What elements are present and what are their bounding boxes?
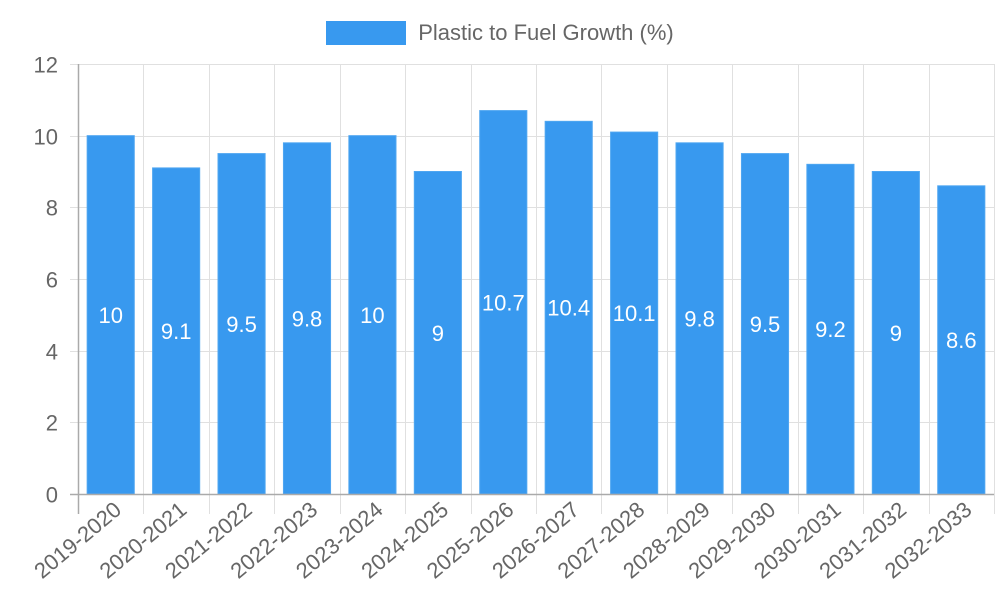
y-tick-label: 10 [34,125,58,150]
bar-value-label: 9.2 [815,317,846,342]
bar-value-label: 10 [360,303,384,328]
bar-series: 10 9.1 9.5 9.8 10 9 10.7 10.4 10.1 9.8 9.5 9.2 9 8.6 [86,110,986,495]
bar-value-label: 9.1 [161,319,192,344]
grid-lines [70,64,995,514]
bar-value-label: 10.1 [613,301,656,326]
bar-value-label: 9 [890,321,902,346]
y-tick-label: 6 [46,268,58,293]
bar-value-label: 9.5 [226,312,257,337]
bar[interactable] [348,135,397,495]
y-tick-label: 2 [46,411,58,436]
bar[interactable] [740,153,790,495]
bar-value-label: 10 [98,303,122,328]
bar[interactable] [413,171,462,495]
bar-value-label: 10.7 [482,290,525,315]
y-tick-label: 12 [34,53,58,78]
y-axis: 0 2 4 6 8 10 12 [34,53,80,514]
bar[interactable] [871,171,920,495]
bar[interactable] [479,110,528,495]
bar[interactable] [282,142,332,495]
bar[interactable] [610,131,659,495]
bar-value-label: 9.8 [292,306,323,331]
chart-legend[interactable]: Plastic to Fuel Growth (%) [0,20,1000,46]
bar-value-label: 8.6 [946,328,977,353]
bar[interactable] [152,167,201,495]
bar-value-label: 10.4 [547,296,590,321]
bar[interactable] [86,135,135,495]
y-tick-label: 4 [46,340,58,365]
bar[interactable] [217,153,266,495]
y-tick-label: 8 [46,196,58,221]
x-axis: 2019-20202020-20212021-20222022-20232023… [29,493,994,583]
bar[interactable] [806,163,855,495]
bar-value-label: 9 [432,321,444,346]
y-tick-label: 0 [46,483,58,508]
bar[interactable] [544,120,593,495]
bar-value-label: 9.8 [684,306,715,331]
bar-value-label: 9.5 [750,312,781,337]
legend-label: Plastic to Fuel Growth (%) [418,20,674,45]
legend-swatch [326,21,407,45]
bar[interactable] [937,185,986,495]
bar[interactable] [675,142,724,495]
